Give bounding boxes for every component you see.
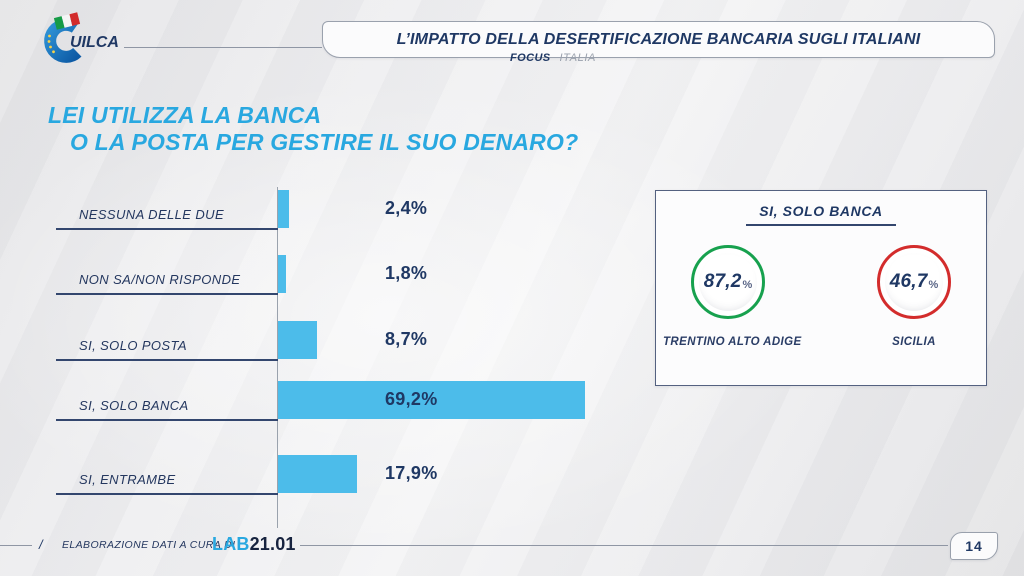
- value-label: 8,7%: [385, 329, 428, 349]
- highlight-sicilia: 46,7 % SICILIA: [849, 245, 979, 348]
- footer-line-right: [300, 545, 948, 546]
- footer-credit-text: ELABORAZIONE DATI A CURA DI: [62, 539, 236, 551]
- value-label: 17,9%: [385, 463, 438, 483]
- lab2101-logo: LAB21.01: [212, 534, 296, 555]
- bar: [278, 381, 585, 419]
- slide-title: L’IMPATTO DELLA DESERTIFICAZIONE BANCARI…: [396, 30, 921, 48]
- focus-line-left: [419, 57, 502, 58]
- highlight-box-title: SI, SOLO BANCA: [759, 203, 883, 219]
- value-label: 69,2%: [385, 389, 438, 409]
- focus-value: ITALIA: [559, 51, 596, 64]
- row-rule: [56, 493, 278, 495]
- kpi-ring-green: 87,2 %: [691, 245, 765, 319]
- focus-line-right: [604, 57, 687, 58]
- row-rule: [56, 228, 278, 230]
- bar: [278, 321, 317, 359]
- kpi-ring-red: 46,7 %: [877, 245, 951, 319]
- focus-row: FOCUS ITALIA: [388, 51, 718, 64]
- category-label: SI, SOLO POSTA: [79, 338, 187, 353]
- question-line-1: LEI UTILIZZA LA BANCA: [48, 102, 322, 128]
- footer-slash: /: [39, 537, 43, 552]
- lab2101-logo-blue: LAB: [212, 534, 250, 554]
- row-rule: [56, 419, 278, 421]
- bar: [278, 190, 289, 228]
- logo-text: UILCA: [70, 34, 119, 51]
- kpi-unit: %: [742, 278, 753, 291]
- kpi-unit: %: [928, 278, 939, 291]
- question-line-2: O LA POSTA PER GESTIRE IL SUO DENARO?: [70, 129, 579, 155]
- category-label: SI, ENTRAMBE: [79, 472, 176, 487]
- page-number-badge: 14: [950, 532, 998, 560]
- value-label: 1,8%: [385, 263, 428, 283]
- category-label: NESSUNA DELLE DUE: [79, 207, 225, 222]
- bar: [278, 455, 358, 493]
- bar: [278, 255, 286, 293]
- question-heading: LEI UTILIZZA LA BANCA O LA POSTA PER GES…: [48, 102, 578, 156]
- kpi-value: 87,2: [703, 271, 742, 292]
- highlight-title-underline: [746, 224, 896, 226]
- header-connector-line: [124, 47, 322, 48]
- row-rule: [56, 293, 278, 295]
- row-rule: [56, 359, 278, 361]
- focus-label: FOCUS: [510, 51, 551, 64]
- value-label: 2,4%: [385, 198, 428, 218]
- logo-italian-flag-icon: [53, 12, 81, 30]
- region-label: TRENTINO ALTO ADIGE: [663, 336, 802, 348]
- highlight-box-si-solo-banca: SI, SOLO BANCA 87,2 % TRENTINO ALTO ADIG…: [655, 190, 987, 386]
- chart-axis-line: [277, 187, 278, 528]
- logo-eu-stars-icon: [47, 34, 55, 54]
- bar-chart: NESSUNA DELLE DUE 2,4% NON SA/NON RISPON…: [48, 185, 620, 535]
- highlight-trentino: 87,2 % TRENTINO ALTO ADIGE: [663, 245, 802, 348]
- footer-line-left: [0, 545, 32, 546]
- uilca-logo: UILCA: [44, 12, 119, 63]
- region-label: SICILIA: [892, 336, 936, 348]
- page-number: 14: [965, 538, 983, 554]
- category-label: SI, SOLO BANCA: [79, 398, 189, 413]
- lab2101-logo-dark: 21.01: [249, 534, 296, 554]
- highlight-groups: 87,2 % TRENTINO ALTO ADIGE 46,7 % SICILI…: [656, 245, 986, 348]
- category-label: NON SA/NON RISPONDE: [79, 272, 241, 287]
- kpi-value: 46,7: [889, 271, 928, 292]
